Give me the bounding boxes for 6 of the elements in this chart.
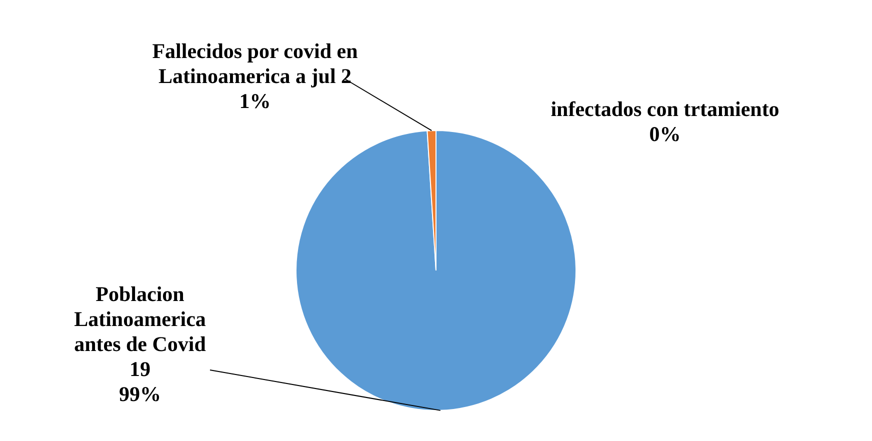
- slice-label: Poblacion Latinoamerica antes de Covid 19: [74, 282, 206, 381]
- category-label: infectados con trtamiento: [550, 96, 780, 121]
- data-label: 99%: [119, 382, 161, 406]
- text: 0%: [649, 122, 681, 146]
- data-label: 1%: [239, 88, 271, 113]
- slice-label: Fallecidos por covid en Latinoamerica a jul 2: [152, 38, 358, 88]
